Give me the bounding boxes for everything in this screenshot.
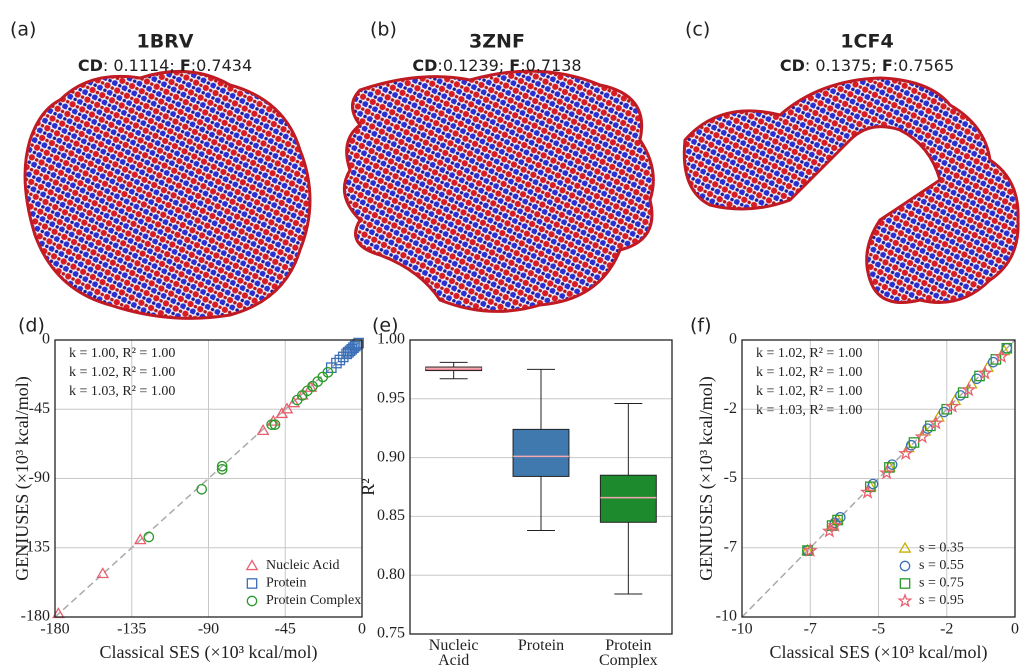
y-axis-label: GENIUSES (×10³ kcal/mol) (696, 376, 717, 581)
panel-label: (a) (10, 19, 36, 41)
molecule-3znf (344, 71, 653, 311)
molecule-renders (25, 71, 1018, 318)
legend-label: s = 0.95 (919, 593, 964, 608)
box (600, 475, 656, 522)
subtitle-part: :0.7565 (893, 56, 954, 75)
image-title: 3ZNF (469, 31, 525, 53)
legend-label: Protein Complex (266, 593, 361, 608)
x-tick-label: -90 (198, 621, 219, 638)
image-subtitle: CD: 0.1375; F:0.7565 (780, 56, 954, 75)
subtitle-part: :0.7138 (520, 56, 581, 75)
x-tick-label: -135 (117, 621, 146, 638)
subtitle-part: : 0.1114; (103, 56, 180, 75)
image-subtitle: CD:0.1239; F:0.7138 (412, 56, 581, 75)
x-tick-label: -7 (804, 621, 817, 638)
subtitle-part: :0.1239; (437, 56, 509, 75)
y-tick-label: 0.95 (377, 389, 405, 406)
x-tick-label: 0 (1011, 621, 1019, 638)
image-title: 1BRV (136, 31, 193, 53)
subtitle-part: F (882, 56, 893, 75)
subtitle-part: :0.7434 (191, 56, 252, 75)
x-axis-label: Classical SES (×10³ kcal/mol) (769, 642, 987, 663)
y-axis-label: GENIUSES (×10³ kcal/mol) (12, 376, 33, 581)
annotation: k = 1.02, R² = 1.00 (756, 365, 862, 380)
point (144, 532, 153, 541)
y-tick-label: 1.00 (377, 331, 405, 348)
panel-label: (b) (370, 19, 397, 41)
x-tick-label: -5 (872, 621, 885, 638)
legend-label: Nucleic Acid (266, 558, 339, 573)
legend-marker (899, 595, 911, 606)
annotation: k = 1.03, R² = 1.00 (69, 384, 175, 399)
molecule-1brv (25, 71, 310, 318)
image-subtitle: CD: 0.1114; F:0.7434 (78, 56, 252, 75)
legend-label: Protein (266, 576, 306, 591)
box (513, 429, 569, 476)
y-tick-label: 0 (729, 331, 737, 348)
y-tick-label: 0.90 (377, 448, 405, 465)
annotation: k = 1.00, R² = 1.00 (69, 346, 175, 361)
y-tick-label: -7 (724, 538, 737, 555)
point (197, 485, 206, 494)
legend-label: s = 0.75 (919, 576, 964, 591)
x-axis-label: Classical SES (×10³ kcal/mol) (99, 642, 317, 663)
panel-label: (d) (18, 315, 45, 337)
x-tick-label: 0 (358, 621, 366, 638)
panel-label: (f) (690, 315, 712, 337)
y-tick-label: -5 (724, 469, 737, 486)
y-tick-label: 0.80 (377, 566, 405, 583)
panel-label: (c) (685, 19, 710, 41)
legend-marker (247, 579, 256, 588)
annotation: k = 1.02, R² = 1.00 (69, 365, 175, 380)
x-tick-label: Protein (518, 637, 564, 654)
subtitle-part: F (180, 56, 191, 75)
x-tick-label: -10 (731, 621, 752, 638)
subtitle-part: CD (780, 56, 805, 75)
subtitle-part: CD (78, 56, 103, 75)
image-title: 1CF4 (840, 31, 893, 53)
annotation: k = 1.02, R² = 1.00 (756, 346, 862, 361)
molecule-1cf4 (684, 78, 1018, 303)
x-tick-label: -2 (940, 621, 953, 638)
legend-marker (247, 561, 257, 570)
legend-label: s = 0.35 (919, 541, 964, 556)
x-tick-label: -180 (40, 621, 69, 638)
subtitle-part: F (509, 56, 520, 75)
y-tick-label: -2 (724, 400, 737, 417)
y-axis-label: R² (358, 478, 378, 495)
legend-marker (247, 596, 256, 605)
x-tick-label: -45 (275, 621, 296, 638)
figure: (a)1BRVCD: 0.1114; F:0.7434(b)3ZNFCD:0.1… (0, 0, 1025, 668)
legend-marker (900, 561, 909, 570)
subtitle-part: : 0.1375; (805, 56, 882, 75)
annotation: k = 1.02, R² = 1.00 (756, 384, 862, 399)
y-tick-label: 0.75 (377, 625, 405, 642)
annotation: k = 1.03, R² = 1.00 (756, 403, 862, 418)
y-tick-label: 0.85 (377, 507, 405, 524)
legend-label: s = 0.55 (919, 558, 964, 573)
y-tick-label: 0 (42, 331, 50, 348)
legend-marker (900, 579, 909, 588)
subtitle-part: CD (412, 56, 437, 75)
